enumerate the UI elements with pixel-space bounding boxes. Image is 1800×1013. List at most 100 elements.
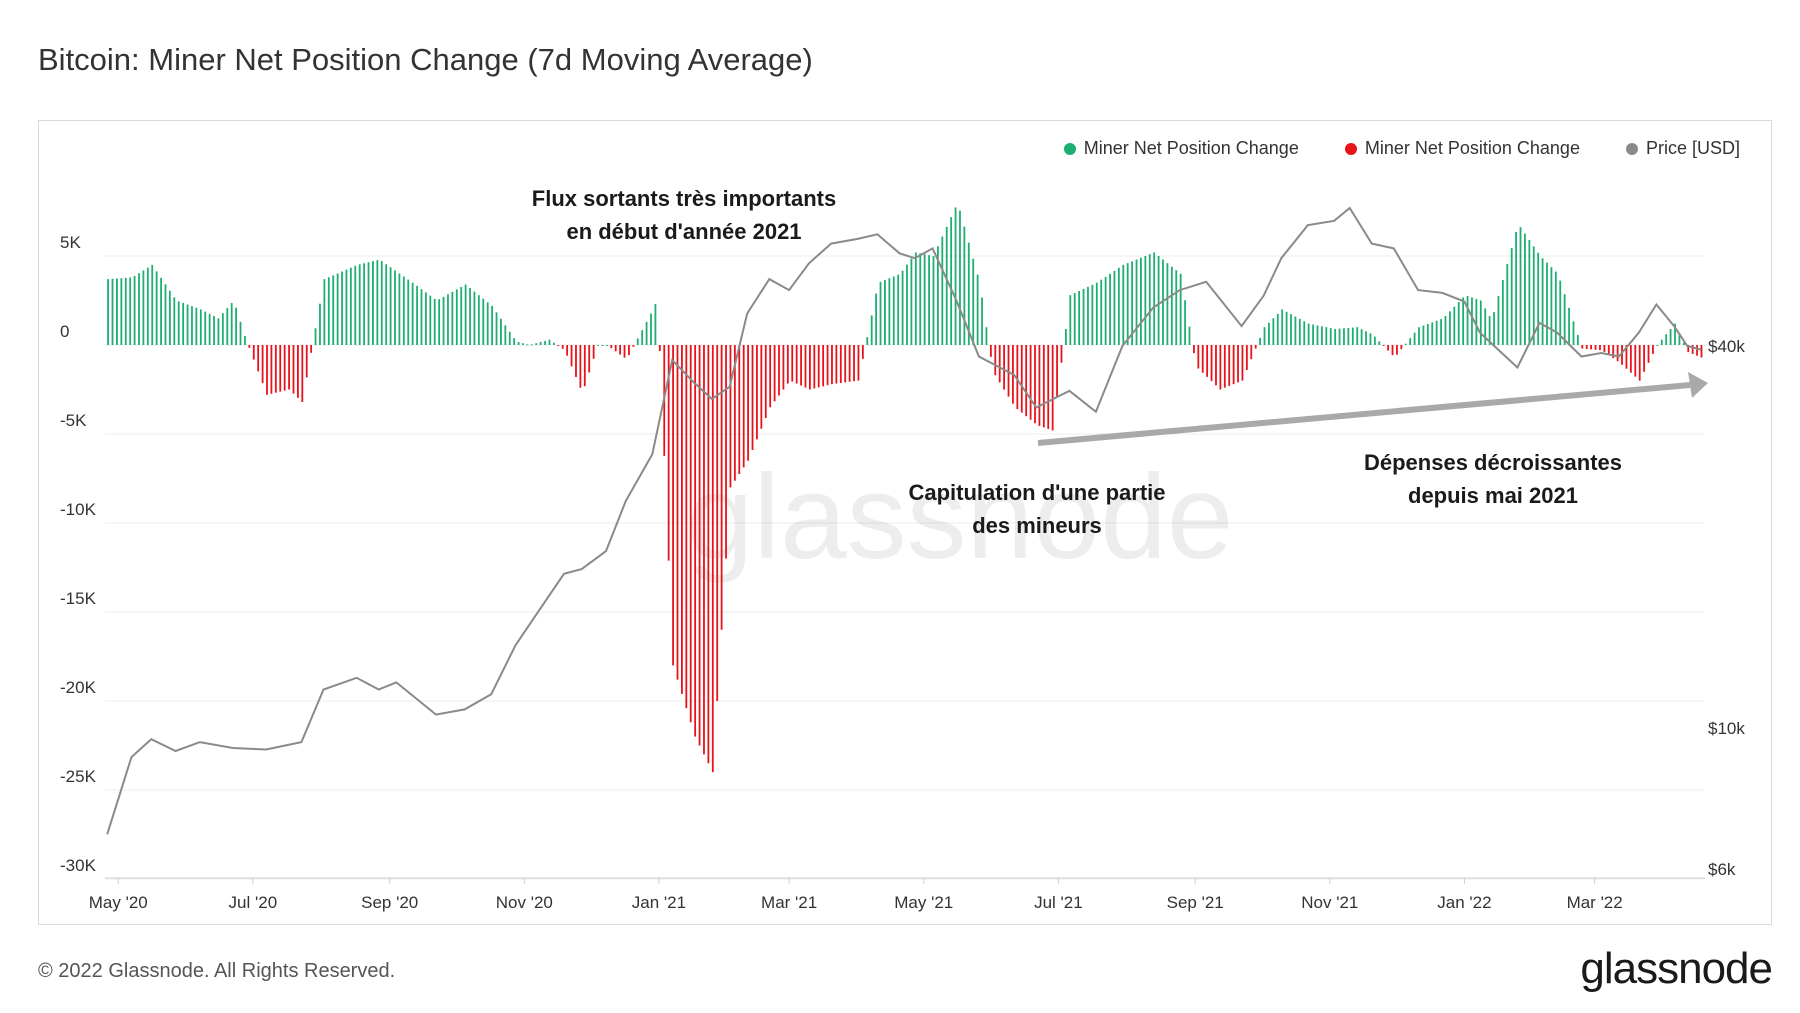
bar — [447, 294, 449, 345]
bar — [129, 277, 132, 345]
bar — [133, 275, 136, 345]
bar — [195, 307, 198, 345]
bar — [116, 278, 118, 345]
price-series — [106, 206, 1701, 835]
legend-item-negative[interactable]: Miner Net Position Change — [1344, 138, 1580, 159]
bar — [1607, 345, 1610, 356]
bar — [111, 278, 114, 345]
bar — [1559, 280, 1562, 345]
bar — [685, 345, 688, 709]
bar — [539, 342, 542, 345]
bar — [1373, 336, 1376, 345]
bar — [570, 345, 573, 367]
legend-item-positive[interactable]: Miner Net Position Change — [1063, 138, 1299, 159]
bar — [1334, 328, 1337, 345]
bar — [1321, 326, 1323, 345]
bar — [575, 345, 577, 378]
bar — [711, 345, 714, 773]
bar — [314, 328, 317, 345]
bar — [645, 321, 648, 345]
bar — [1148, 254, 1151, 345]
annotation-capitulation-line2: des mineurs — [972, 513, 1102, 538]
bar — [345, 269, 348, 345]
bar — [817, 345, 820, 388]
y-tick-label-left: -25K — [60, 767, 97, 786]
y-tick-label-right: $6k — [1708, 860, 1736, 879]
annotation-spending-line1: Dépenses décroissantes — [1364, 450, 1622, 475]
bar — [1612, 345, 1615, 359]
bar — [1426, 323, 1429, 345]
bar — [495, 312, 498, 345]
bar — [998, 345, 1001, 383]
bar — [385, 264, 388, 345]
bar — [791, 345, 794, 382]
bar — [508, 331, 511, 345]
bar — [1515, 231, 1518, 345]
bar — [884, 280, 886, 345]
bar — [1674, 323, 1676, 345]
bar — [146, 267, 149, 345]
bar — [769, 345, 772, 408]
bar — [1069, 295, 1072, 345]
bar — [729, 345, 732, 488]
price-line — [106, 206, 1701, 835]
x-tick-label: Nov '21 — [1301, 893, 1358, 912]
y-axis-left: 5K 0 -5K -10K -15K -20K -25K -30K — [60, 233, 97, 875]
bar — [694, 345, 697, 737]
bar — [1409, 338, 1412, 345]
bar — [1329, 328, 1332, 345]
bar — [636, 338, 639, 345]
bar — [336, 273, 339, 345]
bar — [1524, 233, 1526, 345]
bar — [252, 345, 255, 360]
bar — [398, 273, 401, 345]
bar — [1687, 345, 1690, 353]
y-tick-label-left: -20K — [60, 678, 97, 697]
bar — [1056, 345, 1058, 397]
bar — [1298, 318, 1301, 345]
bar — [1281, 309, 1284, 345]
bar — [1179, 273, 1182, 345]
bar — [831, 345, 833, 385]
bar — [1660, 339, 1663, 345]
bar — [1594, 345, 1597, 350]
bar — [1700, 345, 1703, 358]
bar — [1369, 333, 1372, 345]
bar — [804, 345, 807, 388]
bar — [477, 295, 480, 345]
bar — [1025, 345, 1028, 417]
annotation-outflows-line2: en début d'année 2021 — [566, 219, 801, 244]
y-tick-label-right: $40k — [1708, 337, 1745, 356]
bar — [469, 288, 471, 345]
bar — [945, 226, 948, 345]
bar — [433, 298, 436, 345]
y-axis-right: $40k $10k $6k — [1708, 337, 1745, 879]
bar — [1303, 321, 1306, 345]
bar — [535, 343, 538, 345]
bar — [1510, 247, 1513, 345]
bar — [402, 276, 405, 345]
x-tick-label: Jan '21 — [632, 893, 686, 912]
bar — [981, 297, 983, 345]
bar — [1268, 322, 1270, 345]
bar — [208, 313, 211, 345]
bar — [407, 279, 410, 345]
bar — [1449, 311, 1451, 345]
bar — [1396, 345, 1398, 355]
bar — [985, 327, 988, 345]
bar — [1351, 327, 1354, 345]
bar — [1034, 345, 1036, 424]
bar — [288, 345, 290, 390]
bar — [1219, 345, 1222, 390]
watermark-text: glassnode — [686, 450, 1233, 584]
bar — [261, 345, 264, 384]
bar — [658, 345, 661, 352]
bar — [989, 345, 992, 357]
bar — [1095, 282, 1098, 345]
bar — [875, 293, 878, 345]
bar — [310, 345, 313, 353]
bar — [950, 217, 953, 345]
legend-item-price[interactable]: Price [USD] — [1625, 138, 1740, 159]
bar — [972, 258, 975, 345]
bar — [513, 338, 516, 345]
